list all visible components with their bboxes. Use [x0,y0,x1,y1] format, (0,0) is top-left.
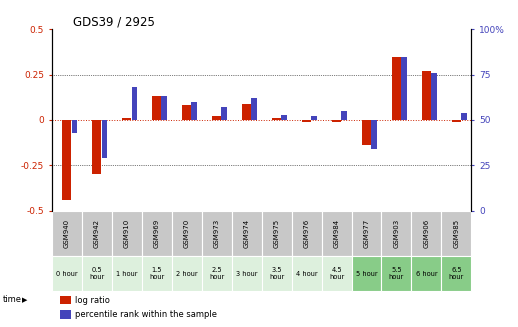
Bar [461,113,467,120]
Text: GSM977: GSM977 [364,218,369,248]
Bar [422,71,431,120]
Bar [362,120,371,145]
Text: log ratio: log ratio [75,296,110,304]
Text: 2.5
hour: 2.5 hour [209,267,224,280]
Bar [171,256,202,291]
Text: GSM942: GSM942 [94,219,100,248]
Bar [242,104,251,120]
Text: GSM903: GSM903 [394,218,399,248]
Bar [272,118,281,120]
Bar [232,211,262,256]
Bar [102,120,107,158]
Text: GSM974: GSM974 [243,218,250,248]
Bar [292,256,322,291]
Text: GDS39 / 2925: GDS39 / 2925 [73,15,155,28]
Bar [262,211,292,256]
Bar [60,296,70,304]
Bar [112,211,142,256]
Bar [401,57,407,120]
Text: GSM906: GSM906 [423,218,429,248]
Bar [142,211,171,256]
Bar [132,87,137,120]
Text: GSM970: GSM970 [184,218,190,248]
Bar [82,211,112,256]
Bar [431,73,437,120]
Bar [322,211,352,256]
Text: time: time [3,295,22,304]
Text: GSM985: GSM985 [453,218,459,248]
Text: 5.5
hour: 5.5 hour [389,267,404,280]
Bar [322,256,352,291]
Bar [352,211,381,256]
Bar [381,256,411,291]
Bar [311,116,316,120]
Bar [332,120,341,122]
Text: 6 hour: 6 hour [415,270,437,277]
Text: GSM984: GSM984 [334,218,339,248]
Text: percentile rank within the sample: percentile rank within the sample [75,310,217,319]
Text: 4.5
hour: 4.5 hour [329,267,344,280]
Bar [392,57,401,120]
Bar [441,211,471,256]
Text: GSM976: GSM976 [304,218,310,248]
Bar [212,116,221,120]
Bar [292,211,322,256]
Bar [112,256,142,291]
Bar [92,120,101,174]
Text: 3.5
hour: 3.5 hour [269,267,284,280]
Bar [52,256,82,291]
Bar [52,211,82,256]
Bar [202,256,232,291]
Bar [352,256,381,291]
Text: 3 hour: 3 hour [236,270,257,277]
Text: GSM940: GSM940 [64,218,70,248]
Text: GSM969: GSM969 [154,218,160,248]
Bar [381,211,411,256]
Bar [162,96,167,120]
Bar [452,120,461,122]
Bar [232,256,262,291]
Text: 2 hour: 2 hour [176,270,197,277]
Text: 1.5
hour: 1.5 hour [149,267,164,280]
Bar [60,310,70,319]
Bar [341,111,347,120]
Text: GSM973: GSM973 [213,218,220,248]
Bar [281,114,287,120]
Text: 0 hour: 0 hour [56,270,78,277]
Bar [441,256,471,291]
Text: 5 hour: 5 hour [356,270,377,277]
Bar [221,107,227,120]
Text: ▶: ▶ [22,297,27,303]
Bar [152,96,161,120]
Bar [251,98,257,120]
Bar [171,211,202,256]
Text: 1 hour: 1 hour [116,270,137,277]
Bar [411,256,441,291]
Bar [71,120,77,133]
Bar [262,256,292,291]
Bar [411,211,441,256]
Bar [62,120,71,200]
Bar [82,256,112,291]
Bar [192,102,197,120]
Bar [202,211,232,256]
Bar [142,256,171,291]
Bar [122,118,131,120]
Bar [371,120,377,149]
Bar [302,120,311,122]
Text: 6.5
hour: 6.5 hour [449,267,464,280]
Text: GSM975: GSM975 [274,218,280,248]
Text: GSM910: GSM910 [124,218,130,248]
Bar [182,106,191,120]
Text: 4 hour: 4 hour [296,270,318,277]
Text: 0.5
hour: 0.5 hour [89,267,105,280]
